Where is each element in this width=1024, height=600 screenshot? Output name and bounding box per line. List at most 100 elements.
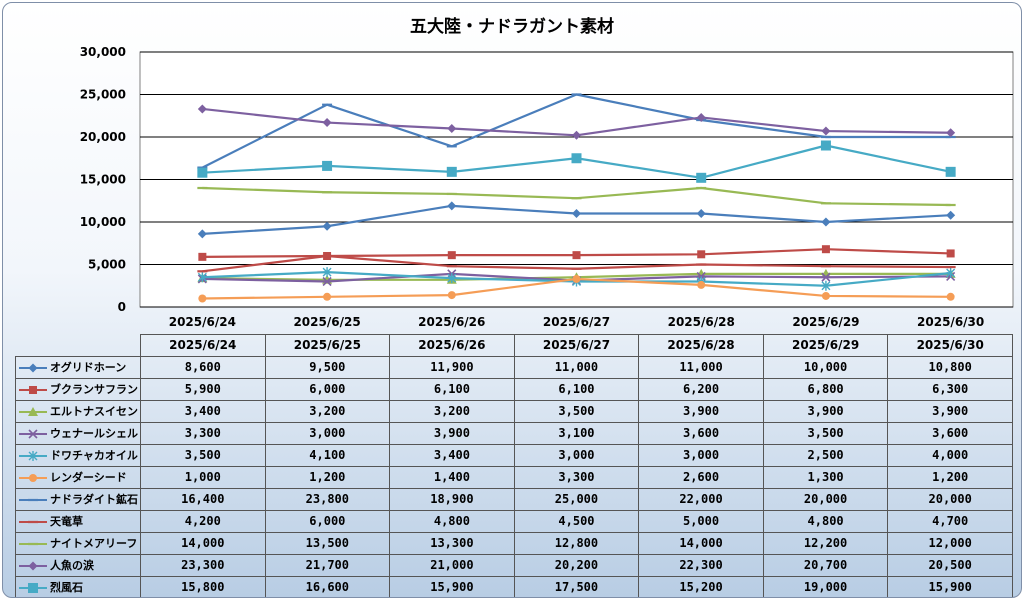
legend-key (19, 520, 47, 524)
data-label: 3,900 (638, 400, 764, 423)
data-label: 3,900 (887, 400, 1013, 423)
data-point (946, 249, 955, 258)
legend-key (19, 363, 47, 373)
series-legend-cell: ウェナールシェル (15, 422, 141, 445)
data-point (197, 229, 207, 239)
data-label: 16,600 (264, 576, 391, 597)
data-label: 15,200 (638, 576, 764, 597)
data-point (446, 166, 457, 177)
data-label: 1,400 (389, 466, 515, 489)
data-point (322, 267, 332, 278)
data-label: 3,000 (264, 422, 391, 445)
series-7 (197, 254, 956, 273)
data-label: 25,000 (513, 488, 640, 511)
data-label: 1,000 (140, 466, 266, 489)
data-point (197, 104, 207, 114)
series-name: エルトナスイセン (50, 405, 138, 418)
data-point (821, 217, 831, 227)
data-label: 8,600 (140, 356, 266, 379)
table-row: ナドラダイト鉱石 16,400 23,800 18,900 25,000 22,000 20… (15, 488, 1013, 511)
data-label: 1,300 (762, 466, 889, 489)
series-name: 烈風石 (50, 581, 83, 594)
data-point (198, 294, 207, 303)
data-point (572, 251, 581, 260)
data-label: 5,900 (140, 378, 266, 401)
data-point (447, 273, 457, 284)
data-point (946, 292, 955, 301)
column-header: 2025/6/24 (140, 334, 266, 357)
data-point (697, 250, 706, 259)
y-tick-label: 15,000 (80, 173, 126, 187)
data-label: 3,900 (389, 422, 515, 445)
data-table-header: 2025/6/24 2025/6/25 2025/6/26 2025/6/27 2025… (16, 334, 1013, 357)
data-point (447, 124, 457, 133)
data-point (29, 386, 37, 394)
legend-key (19, 451, 47, 461)
data-label: 22,300 (638, 554, 764, 577)
data-label: 11,000 (513, 356, 640, 379)
data-label: 1,200 (887, 466, 1013, 489)
series-name: ウェナールシェル (50, 427, 138, 440)
data-point (820, 140, 831, 151)
legend-key (19, 542, 47, 546)
data-point (696, 209, 706, 218)
data-point (198, 252, 207, 261)
data-label: 1,200 (264, 466, 391, 489)
x-tick-label: 2025/6/25 (293, 315, 360, 329)
data-point (572, 130, 581, 140)
series-legend-cell: 烈風石 (15, 576, 141, 597)
series-legend-cell: ナイトメアリーフ (15, 532, 141, 555)
series-name: ブクランサフラン (50, 383, 138, 396)
data-point (447, 291, 456, 300)
data-label: 20,000 (887, 488, 1013, 511)
data-point (572, 274, 581, 283)
data-label: 4,000 (887, 444, 1013, 467)
table-row: ウェナールシェル 3,300 3,000 3,900 3,100 3,600 3,500 3,… (15, 422, 1013, 445)
data-label: 22,000 (638, 488, 764, 511)
data-label: 12,200 (762, 532, 889, 555)
data-point (571, 153, 582, 164)
data-label: 3,200 (264, 400, 391, 423)
data-label: 12,000 (887, 532, 1013, 555)
legend-key (19, 407, 47, 416)
data-point (821, 280, 831, 291)
data-label: 3,600 (638, 422, 764, 445)
series-legend-cell: ドワチャカオイル (15, 444, 141, 467)
series-9 (197, 104, 956, 140)
column-header: 2025/6/30 (887, 334, 1013, 357)
data-point (28, 451, 38, 461)
series-name: 天竜草 (50, 515, 83, 528)
table-row: エルトナスイセン 3,400 3,200 3,200 3,500 3,900 3,900 3,… (15, 400, 1013, 423)
x-tick-label: 2025/6/27 (543, 315, 610, 329)
legend-key (19, 429, 47, 439)
legend-key (19, 474, 47, 482)
data-label: 3,500 (140, 444, 266, 467)
data-label: 2,500 (762, 444, 889, 467)
series-legend-cell: オグリドホーン (15, 356, 141, 379)
data-label: 4,700 (887, 510, 1013, 533)
table-row: レンダーシード 1,000 1,200 1,400 3,300 2,600 1,300 1,2… (15, 466, 1013, 489)
data-label: 12,800 (513, 532, 640, 555)
data-label: 11,900 (389, 356, 515, 379)
data-point (323, 292, 332, 301)
table-row: 烈風石 15,800 16,600 15,900 17,500 15,200 19,000 1… (15, 576, 1013, 597)
series-legend-cell: 天竜草 (15, 510, 141, 533)
data-label: 23,800 (264, 488, 391, 511)
data-point (821, 291, 830, 300)
column-header: 2025/6/28 (638, 334, 764, 357)
table-row: オグリドホーン 8,600 9,500 11,900 11,000 11,000 10,00… (15, 356, 1013, 379)
table-row: ドワチャカオイル 3,500 4,100 3,400 3,000 3,000 2,500 4,… (15, 444, 1013, 467)
data-label: 20,700 (762, 554, 889, 577)
data-label: 17,500 (513, 576, 640, 597)
data-label: 6,000 (264, 378, 391, 401)
data-label: 15,900 (389, 576, 515, 597)
data-point (821, 245, 830, 254)
series-legend-cell: 人魚の涙 (15, 554, 141, 577)
data-label: 11,000 (638, 356, 764, 379)
series-5 (198, 274, 955, 303)
data-point (322, 118, 332, 128)
y-tick-label: 30,000 (80, 45, 126, 59)
data-point (946, 210, 956, 220)
data-point (697, 280, 706, 289)
data-label: 4,200 (140, 510, 266, 533)
